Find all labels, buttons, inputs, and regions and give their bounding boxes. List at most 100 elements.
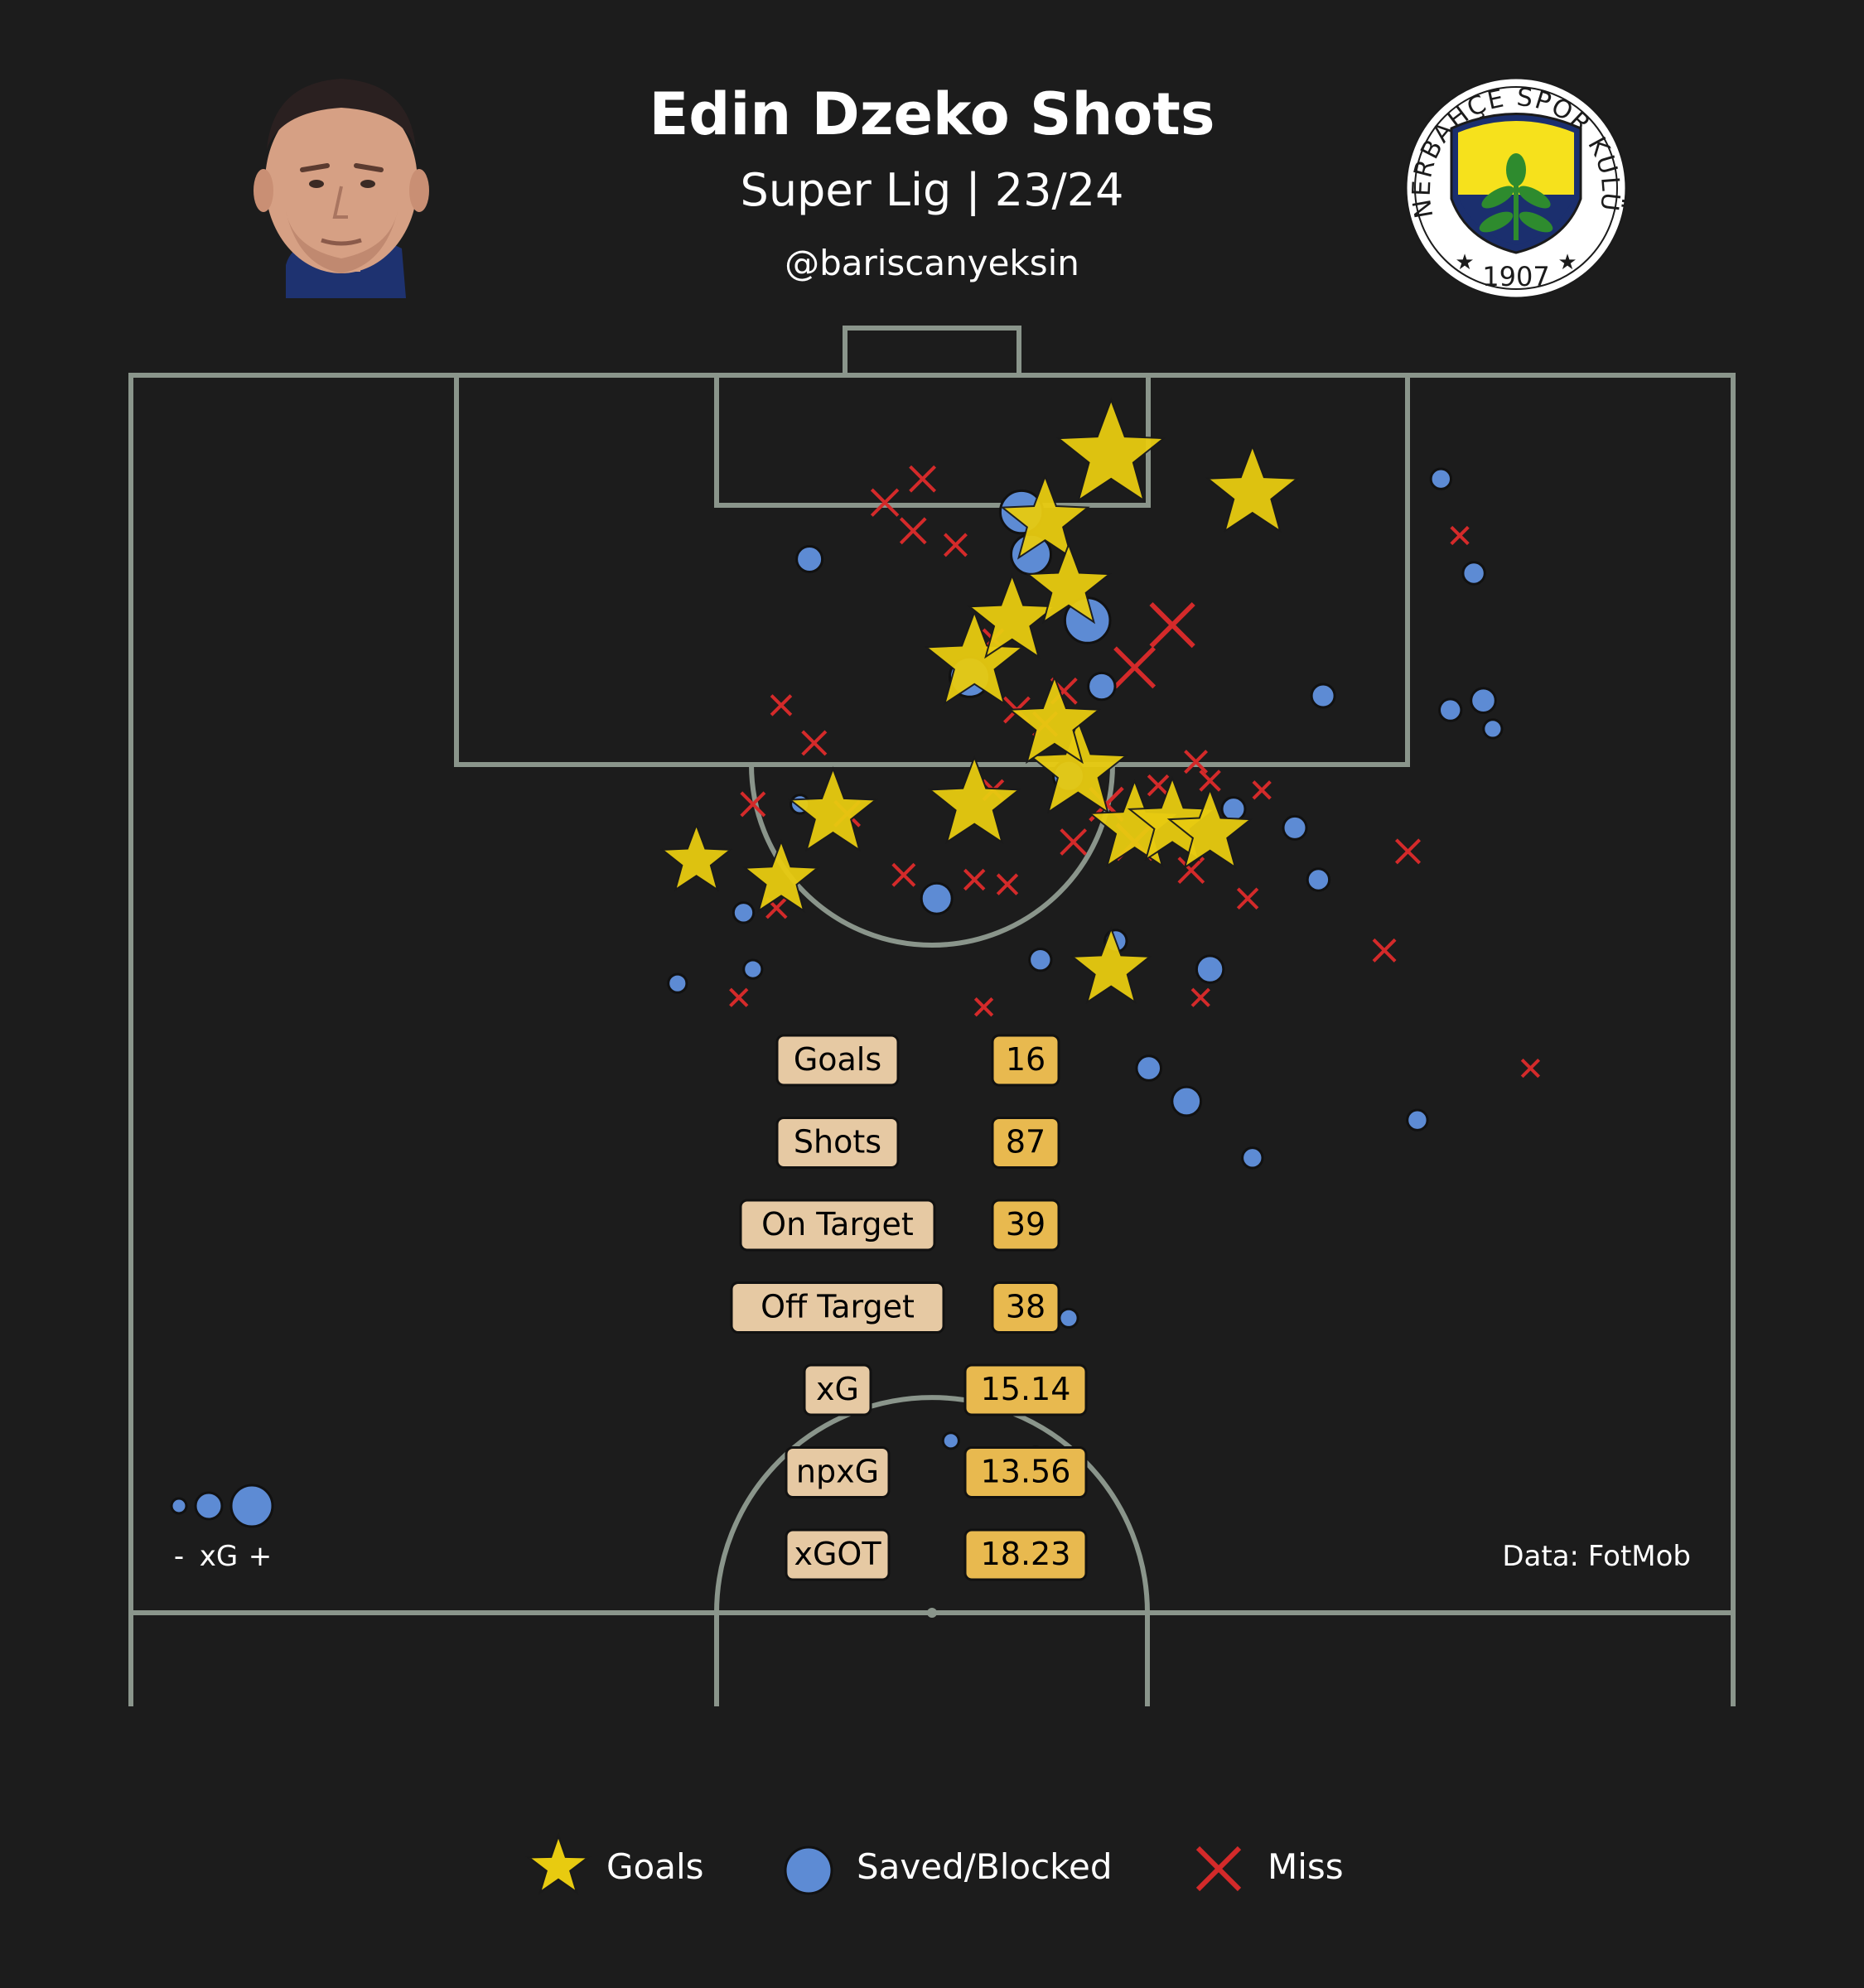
shot-goal-marker [1026, 542, 1112, 625]
player-photo [254, 79, 429, 298]
legend-miss-icon [1195, 1846, 1242, 1892]
shot-goal-marker [1027, 718, 1129, 814]
shot-saved-marker [1438, 697, 1463, 722]
shot-miss-marker [740, 791, 766, 818]
author-handle: @bariscanyeksin [785, 243, 1079, 283]
goal [843, 326, 1021, 378]
shot-goal-marker [659, 823, 733, 892]
shot-miss-marker [1184, 750, 1209, 774]
stat-value: 16 [1006, 1041, 1045, 1078]
centre-spot [927, 1608, 937, 1618]
penalty-arc [749, 764, 1115, 948]
shot-goal-marker [1055, 398, 1166, 503]
shot-miss-marker [996, 873, 1019, 895]
shot-saved-marker [1461, 561, 1486, 586]
stat-value: 18.23 [981, 1536, 1071, 1572]
shot-saved-marker [742, 958, 764, 980]
shot-saved-marker [1135, 1054, 1162, 1082]
legend-goal-star [525, 1832, 592, 1895]
shot-miss-marker [770, 694, 793, 717]
shot-goal-marker [1000, 474, 1090, 560]
stat-value: 87 [1006, 1124, 1045, 1160]
shot-saved-marker [1028, 948, 1053, 972]
shot-goal-marker [967, 572, 1058, 659]
shot-miss-marker [899, 517, 927, 545]
stat-value: 15.14 [981, 1371, 1071, 1407]
shot-goal-marker [1007, 674, 1102, 765]
stat-value: 13.56 [981, 1454, 1071, 1490]
stat-value-box [963, 1446, 1088, 1498]
xg-size-legend: - xG + [170, 1484, 274, 1573]
centre-circle [714, 1395, 1150, 1706]
shot-saved-marker [920, 881, 954, 915]
stat-label-box [739, 1199, 936, 1252]
data-source: Data: FotMob [1502, 1540, 1691, 1573]
shot-miss-marker [943, 533, 968, 557]
shot-miss-marker [1149, 601, 1195, 649]
size-legend-minus: - [174, 1540, 184, 1573]
shot-miss-marker [1060, 828, 1088, 856]
shot-miss-marker [801, 730, 828, 756]
chart-subtitle: Super Lig | 23/24 [741, 164, 1124, 216]
shot-saved-marker [941, 1431, 960, 1450]
legend-goal-label: Goals [606, 1846, 704, 1887]
pitch [128, 326, 1736, 1706]
stat-label: xGOT [794, 1536, 881, 1572]
stat-label-box [803, 1363, 872, 1416]
shot-miss-marker [1394, 838, 1422, 865]
shot-saved-marker [1058, 1307, 1079, 1329]
stat-value: 39 [1006, 1206, 1045, 1242]
shot-miss-marker [973, 996, 994, 1017]
legend-saved-icon [784, 1846, 833, 1895]
shot-saved-marker [1282, 814, 1308, 841]
shot-saved-marker [1406, 1108, 1429, 1132]
shots-layer [659, 398, 1541, 1464]
stat-label: npxG [796, 1454, 879, 1490]
shot-miss-marker [1177, 856, 1205, 885]
shot-miss-marker [963, 868, 986, 891]
outcome-legend: Goals Saved/Blocked Miss [525, 1832, 1344, 1895]
shot-saved-marker [1470, 687, 1497, 715]
stats-table: Goals 16 Shots 87 On Target 39 Off Target 38 xG 1… [730, 1034, 1088, 1581]
shot-goal-marker [742, 838, 820, 913]
shot-goal-marker [1205, 443, 1300, 533]
stat-label: On Target [761, 1206, 914, 1242]
stat-label: xG [816, 1371, 859, 1407]
legend-miss-label: Miss [1268, 1846, 1344, 1887]
stat-label: Off Target [761, 1289, 915, 1325]
shot-saved-marker [1310, 683, 1336, 709]
shot-miss-marker [1199, 770, 1221, 792]
stat-value-box [991, 1034, 1060, 1087]
shot-saved-marker [1306, 867, 1331, 892]
shot-miss-marker [1113, 646, 1157, 689]
legend-goal-icon [525, 1832, 592, 1895]
shot-miss-marker [1236, 887, 1259, 910]
shot-saved-marker [1482, 718, 1504, 740]
svg-text:★: ★ [1455, 250, 1474, 275]
shot-saved-marker [1087, 671, 1117, 702]
stat-label: Goals [794, 1041, 881, 1078]
shot-goal-marker [924, 610, 1025, 706]
shot-miss-marker [1252, 780, 1272, 800]
stat-value-box [963, 1528, 1088, 1581]
stat-value-box [991, 1281, 1060, 1334]
size-legend-plus: + [249, 1540, 273, 1573]
shot-miss-marker [1450, 525, 1470, 546]
stat-label-box [775, 1034, 900, 1087]
svg-text:★: ★ [1557, 250, 1577, 275]
stat-label-box [785, 1446, 891, 1498]
shot-saved-marker [1241, 1146, 1264, 1170]
shot-saved-marker [1171, 1085, 1203, 1117]
shot-miss-marker [870, 488, 900, 517]
chart-title: Edin Dzeko Shots [649, 80, 1214, 148]
shot-miss-marker [729, 987, 749, 1007]
shot-goal-marker [927, 755, 1021, 845]
stat-label-box [730, 1281, 945, 1334]
shot-goal-marker [1070, 926, 1152, 1005]
shot-miss-marker [909, 465, 937, 493]
stat-label-box [775, 1117, 900, 1169]
shot-saved-marker [667, 972, 688, 994]
shot-miss-marker [1372, 938, 1397, 963]
